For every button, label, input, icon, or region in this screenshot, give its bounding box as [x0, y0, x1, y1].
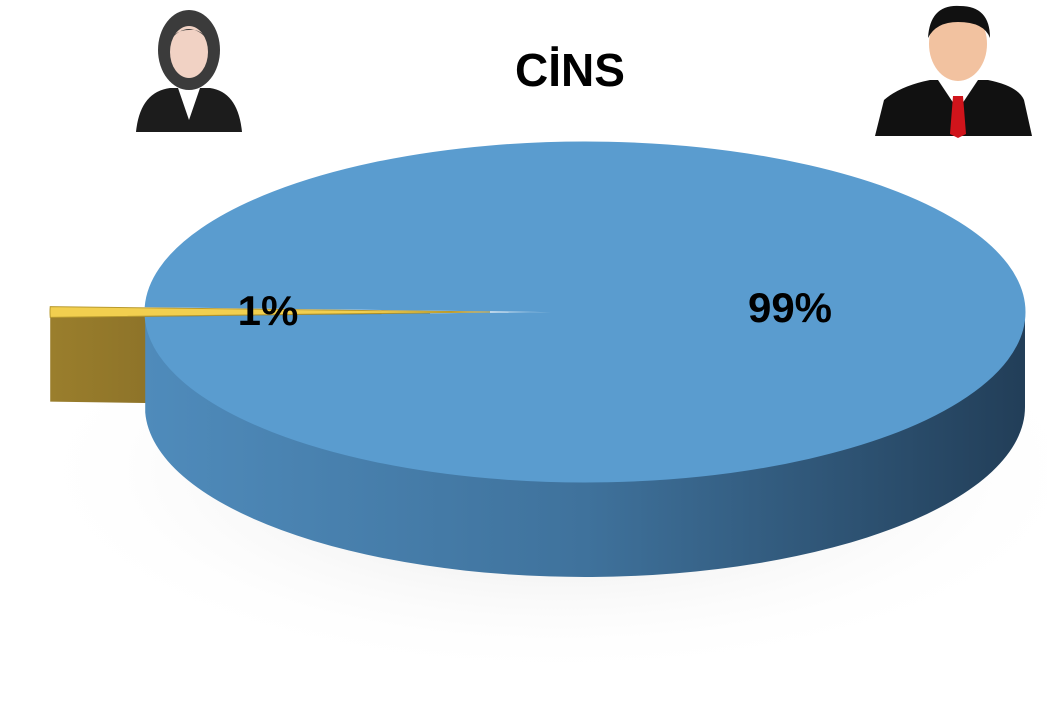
male-icon — [875, 5, 1032, 138]
chart-title: CİNS — [515, 44, 625, 96]
slice — [144, 141, 1026, 483]
data-label: 99% — [748, 284, 832, 331]
data-label: 1% — [238, 287, 299, 334]
slice-side — [145, 312, 1026, 578]
pie — [49, 141, 1026, 578]
slice — [49, 306, 491, 318]
female-icon — [136, 10, 242, 132]
